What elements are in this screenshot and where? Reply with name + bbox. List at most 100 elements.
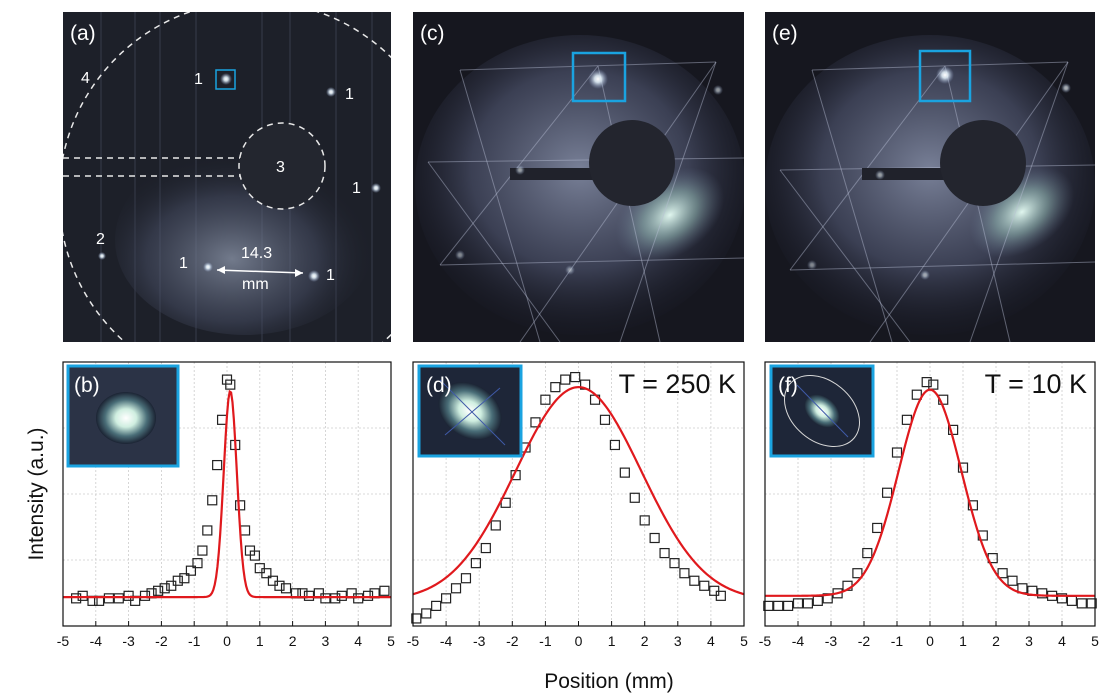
plot-f-x-ticks: -5 -4 -3 -2 -1 0 1 2 3 4 5: [759, 621, 1099, 649]
selected-spot-box: [918, 49, 972, 103]
spot-label: 1: [326, 267, 335, 284]
x-tick-label: 3: [1025, 633, 1033, 649]
data-point: [891, 447, 903, 458]
data-point: [192, 558, 203, 569]
data-point: [480, 542, 491, 554]
data-point: [159, 583, 170, 594]
x-tick-label: -3: [825, 633, 838, 649]
inset-label-f: (f): [778, 374, 798, 397]
data-point: [353, 593, 364, 604]
plot-f-fit-line: [765, 388, 1095, 597]
data-point: [649, 532, 660, 544]
x-tick-label: 2: [992, 633, 1000, 649]
panel-label-e: (e): [772, 22, 798, 45]
data-point: [560, 374, 571, 385]
x-tick-label: 2: [641, 633, 649, 649]
selected-spot-box: [571, 51, 627, 103]
inset-label-b: (b): [74, 374, 100, 397]
data-point: [1076, 598, 1087, 609]
data-point: [153, 585, 164, 596]
data-point: [212, 459, 223, 471]
data-point: [1056, 593, 1068, 604]
data-point: [1037, 588, 1048, 599]
data-point: [441, 593, 452, 604]
inset-d: (d): [417, 364, 523, 458]
data-point: [303, 590, 315, 601]
panel-label-a: (a): [70, 22, 96, 45]
distance-unit: mm: [242, 276, 269, 293]
diffraction-spot: [455, 250, 465, 260]
data-point: [862, 547, 873, 559]
plot-f: -5 -4 -3 -2 -1 0 1 2 3 4 5 (f) T = 10 K: [759, 361, 1099, 649]
x-tick-label: 1: [959, 633, 967, 649]
x-tick-label: 4: [354, 633, 362, 649]
diffraction-spot: [588, 69, 608, 89]
diffraction-spot: [565, 265, 575, 275]
data-point: [659, 547, 670, 559]
inset-f-axis-line: [796, 384, 849, 438]
data-point: [172, 575, 183, 586]
data-point: [460, 573, 472, 584]
plot-b-x-ticks: -5 -4 -3 -2 -1 0 1 2 3 4 5: [57, 621, 395, 649]
plot-d: -5 -4 -3 -2 -1 0 1 2 3 4 5 (d) T = 250 K: [407, 361, 748, 649]
x-tick-label: -5: [57, 633, 70, 649]
x-tick-label: -2: [506, 633, 519, 649]
diffraction-spot: [220, 73, 232, 85]
sample-holder: [940, 120, 1026, 206]
data-point: [911, 389, 922, 400]
data-point: [570, 371, 581, 383]
data-point: [540, 394, 551, 405]
data-point: [336, 590, 347, 601]
data-point: [450, 583, 462, 594]
data-point: [421, 608, 432, 619]
data-point: [679, 568, 690, 579]
sample-holder: [589, 120, 675, 206]
x-tick-label: -1: [539, 633, 552, 649]
panel-e: (e): [765, 12, 1095, 342]
data-point: [872, 522, 883, 534]
distance-arrow: [216, 269, 304, 274]
inset-d-axis-line: [439, 379, 506, 446]
data-point: [71, 593, 82, 604]
temperature-label: T = 250 K: [619, 369, 736, 399]
diffraction-spot: [875, 170, 885, 180]
data-point: [782, 600, 794, 611]
x-tick-label: 0: [926, 633, 934, 649]
x-axis-label: Position (mm): [544, 670, 674, 693]
x-tick-label: -4: [440, 633, 453, 649]
data-point: [235, 500, 246, 511]
data-point: [609, 439, 621, 451]
data-point: [802, 598, 814, 609]
inset-d-axis-line: [444, 387, 501, 436]
spot-label: 2: [96, 231, 105, 248]
data-point: [490, 520, 501, 531]
spot-label: 1: [179, 255, 188, 272]
x-tick-label: -2: [155, 633, 168, 649]
data-point: [599, 414, 611, 425]
panel-c: (c): [413, 12, 744, 342]
data-point: [928, 379, 939, 390]
diffraction-spot: [203, 262, 213, 272]
x-tick-label: 1: [608, 633, 616, 649]
distance-value: 14.3: [241, 245, 272, 262]
data-point: [274, 580, 285, 591]
data-point: [362, 590, 374, 601]
panel-e-haze: [765, 35, 1095, 335]
data-point: [431, 600, 442, 611]
diffraction-spot: [807, 260, 817, 270]
data-point: [669, 558, 680, 569]
data-point: [280, 583, 292, 594]
x-tick-label: 4: [707, 633, 715, 649]
data-point: [207, 495, 218, 506]
x-tick-label: -2: [858, 633, 871, 649]
distance-arrowhead: [295, 269, 303, 277]
data-point: [139, 590, 151, 601]
spot-label: 1: [194, 71, 203, 88]
panel-a: (a) 1 1 1 1 1 2 3 4 14.3 mm: [63, 12, 391, 342]
x-tick-label: -1: [188, 633, 201, 649]
inset-f: (f): [769, 364, 875, 458]
x-tick-label: -3: [473, 633, 486, 649]
x-tick-label: 0: [223, 633, 231, 649]
data-point: [179, 573, 190, 584]
